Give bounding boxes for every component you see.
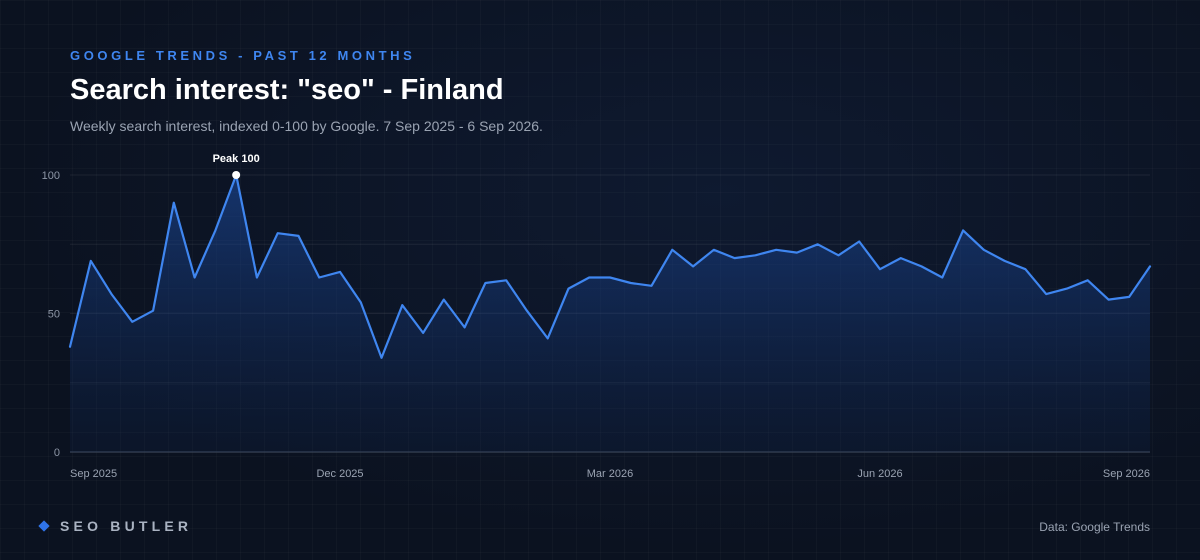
brand-name: SEO BUTLER: [60, 518, 193, 534]
series-area: [70, 175, 1150, 452]
diamond-icon: [38, 520, 50, 532]
x-tick-label: Mar 2026: [587, 468, 633, 480]
chart-eyebrow: GOOGLE TRENDS - PAST 12 MONTHS: [70, 48, 416, 63]
x-tick-label: Sep 2025: [70, 468, 117, 480]
chart-title: Search interest: "seo" - Finland: [70, 74, 504, 106]
x-tick-label: Sep 2026: [1103, 468, 1150, 480]
y-tick-label: 100: [42, 170, 60, 182]
y-tick-label: 50: [48, 309, 60, 321]
y-axis-ticks: 0 50 100: [42, 170, 60, 459]
x-tick-label: Jun 2026: [857, 468, 902, 480]
brand-footer: SEO BUTLER: [38, 518, 193, 534]
x-tick-label: Dec 2025: [316, 468, 363, 480]
series-layer: [68, 173, 1152, 452]
chart-subtitle: Weekly search interest, indexed 0-100 by…: [70, 118, 543, 134]
x-axis-ticks: Sep 2025 Dec 2025 Mar 2026 Jun 2026 Sep 2026: [70, 468, 1150, 480]
peak-marker: [232, 171, 241, 179]
annotation-layer: Peak 100: [213, 153, 260, 179]
series-line: [68, 173, 1152, 359]
data-source: Data: Google Trends: [1039, 520, 1150, 534]
peak-label: Peak 100: [213, 153, 260, 165]
y-tick-label: 0: [54, 447, 60, 459]
